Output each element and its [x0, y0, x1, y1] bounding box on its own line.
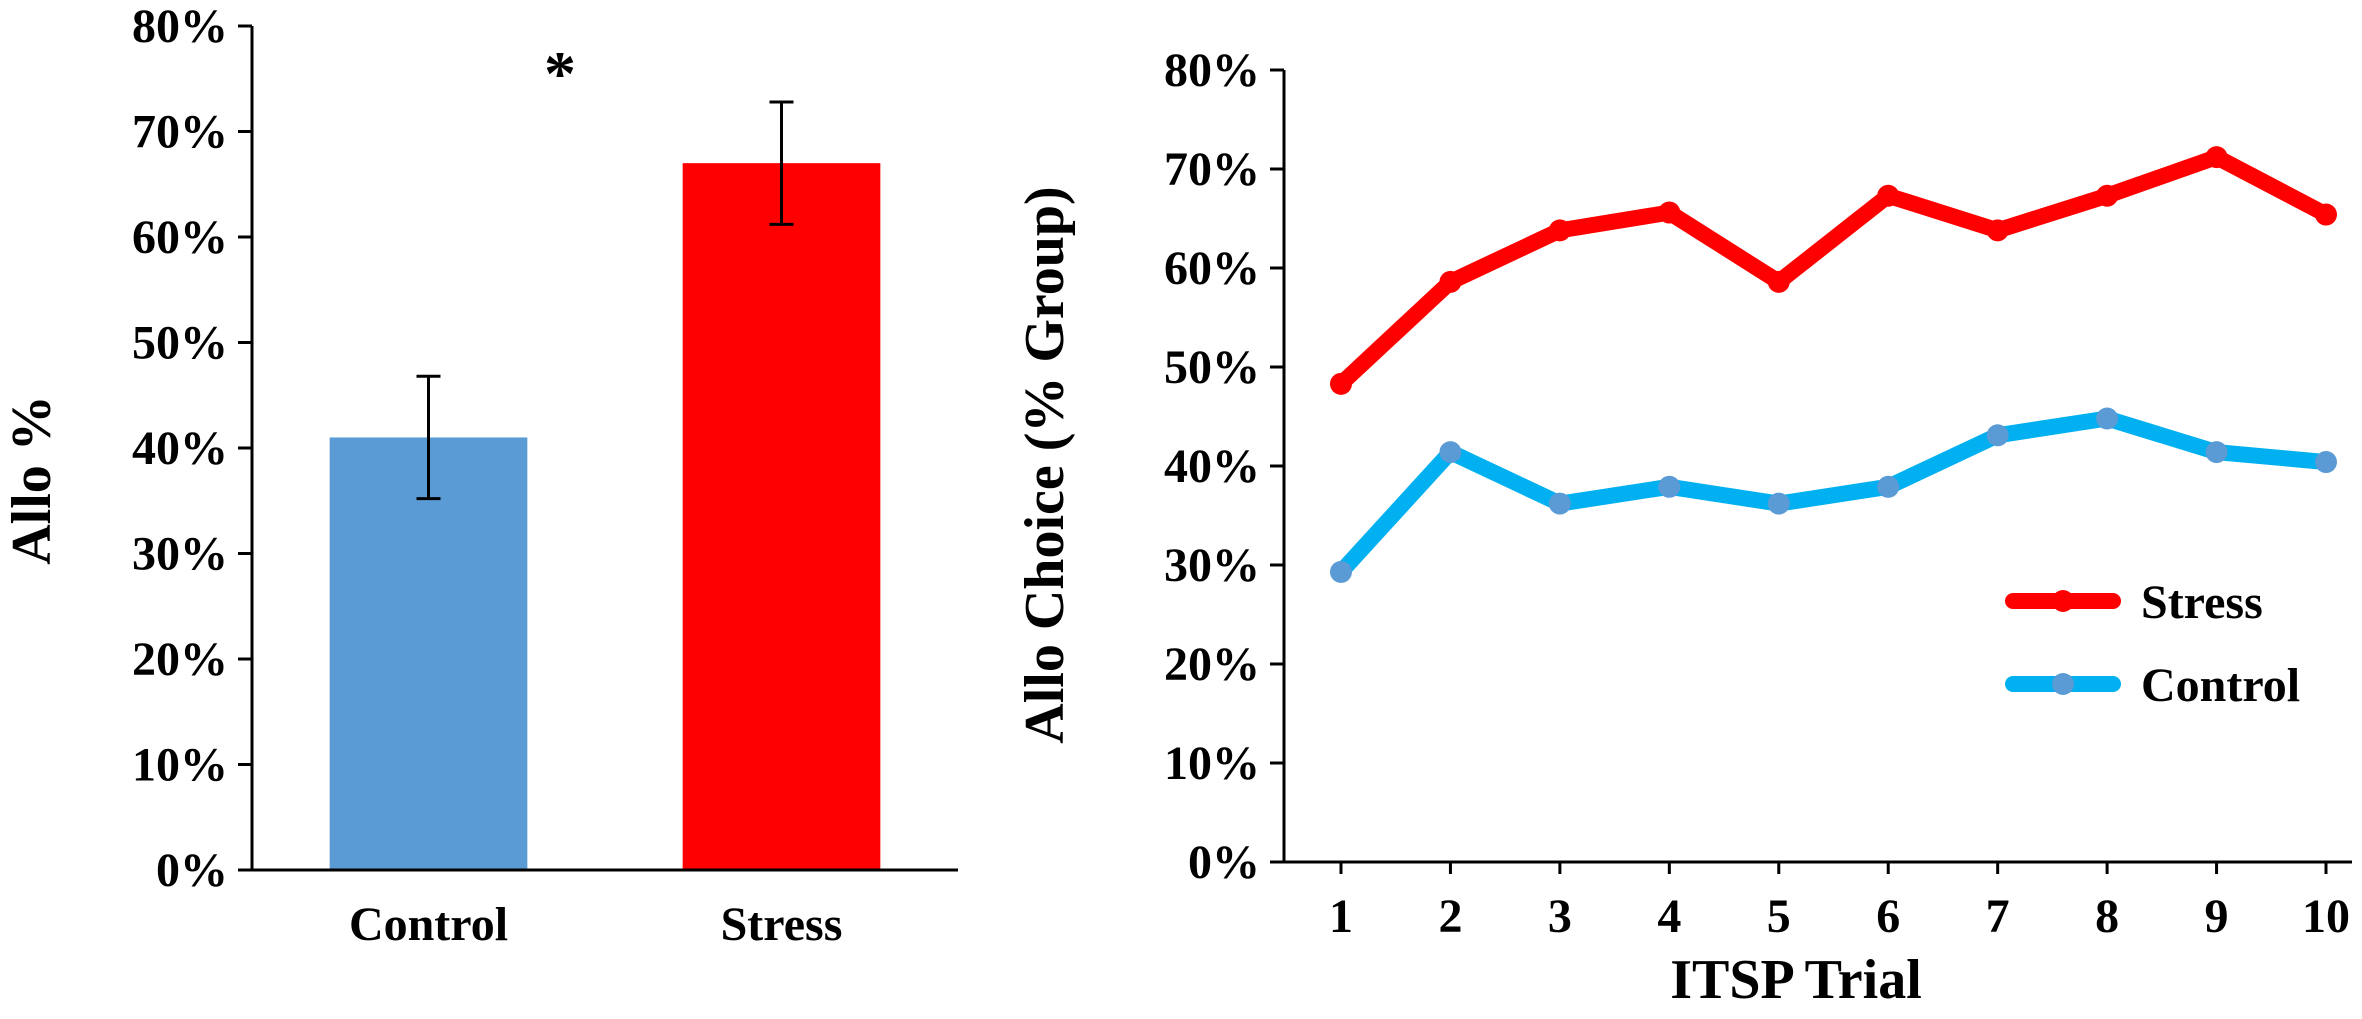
line-chart-x-ticks: 1 2 3 4 5 6 7 8 9 10 — [1329, 862, 2350, 943]
bar-chart-bars — [329, 100, 881, 870]
bar-stress — [682, 163, 881, 870]
legend-marker-stress — [2052, 590, 2074, 612]
bar-category-label: Control — [349, 898, 508, 951]
point-control — [1658, 475, 1681, 498]
line-y-tick-label: 50% — [1164, 341, 1260, 394]
line-x-tick-label: 10 — [2302, 890, 2350, 943]
point-stress — [2096, 184, 2119, 207]
point-control — [1330, 560, 1352, 583]
line-x-tick-label: 1 — [1329, 890, 1353, 943]
line-x-tick-label: 2 — [1438, 890, 1462, 943]
point-stress — [2205, 146, 2228, 169]
line-x-tick-label: 7 — [1986, 890, 2010, 943]
bar-y-tick-label: 10% — [132, 739, 228, 792]
point-control — [1548, 492, 1571, 515]
line-x-tick-label: 5 — [1767, 890, 1791, 943]
line-chart-ylabel: Allo Choice (% Group) — [1014, 186, 1076, 743]
point-stress — [1330, 372, 1352, 395]
point-stress — [1767, 270, 1790, 293]
line-chart-y-ticks: 0% 10% 20% 30% 40% 50% 60% 70% 80% — [1164, 44, 1284, 889]
point-stress — [1658, 201, 1681, 224]
bar-y-tick-label: 20% — [132, 633, 228, 686]
line-y-tick-label: 80% — [1164, 44, 1260, 97]
line-y-tick-label: 20% — [1164, 638, 1260, 691]
bar-category-label: Stress — [721, 898, 843, 951]
bar-chart-y-ticks: 0% 10% 20% 30% 40% 50% 60% 70% 80% — [132, 0, 252, 897]
bar-y-tick-label: 30% — [132, 528, 228, 581]
line-x-tick-label: 8 — [2095, 890, 2119, 943]
line-chart-legend: Stress Control — [2005, 576, 2300, 712]
line-x-tick-label: 9 — [2205, 890, 2229, 943]
line-y-tick-label: 0% — [1188, 836, 1260, 889]
legend-label-stress: Stress — [2141, 576, 2263, 629]
point-stress — [1548, 219, 1571, 242]
bar-chart-ylabel: Allo % — [1, 395, 63, 565]
line-chart-xlabel: ITSP Trial — [1670, 949, 1922, 1011]
line-x-tick-label: 3 — [1548, 890, 1572, 943]
series-line-stress — [1333, 149, 2334, 392]
bar-y-tick-label: 80% — [132, 0, 228, 53]
line-y-tick-label: 30% — [1164, 539, 1260, 592]
point-control — [2205, 441, 2228, 464]
bar-y-tick-label: 0% — [156, 844, 228, 897]
line-y-tick-label: 70% — [1164, 143, 1260, 196]
line-chart-series — [1330, 146, 2337, 583]
line-chart: Allo Choice (% Group) ITSP Trial 0%10%20… — [1014, 44, 2352, 1011]
legend-marker-control — [2052, 673, 2074, 695]
bar-chart: Allo % * 0% 10% 20% 30% 40% 50% 60% 70% 80% Cont… — [1, 0, 958, 951]
legend-label-control: Control — [2141, 659, 2300, 712]
series-line-control — [1333, 410, 2334, 580]
line-y-tick-label: 60% — [1164, 242, 1260, 295]
bar-y-tick-label: 40% — [132, 422, 228, 475]
bar-y-tick-label: 50% — [132, 317, 228, 370]
point-control — [2315, 451, 2337, 474]
point-stress — [1439, 270, 1462, 293]
point-control — [2096, 407, 2119, 430]
point-stress — [1986, 219, 2009, 242]
point-control — [1986, 424, 2009, 447]
point-stress — [1877, 184, 1900, 207]
line-x-tick-label: 4 — [1657, 890, 1681, 943]
bar-y-tick-label: 60% — [132, 211, 228, 264]
significance-asterisk: * — [544, 38, 576, 109]
line-y-tick-label: 40% — [1164, 440, 1260, 493]
bar-control — [329, 437, 528, 870]
point-stress — [2315, 203, 2337, 226]
bar-chart-categories: Control Stress — [349, 898, 842, 951]
point-control — [1439, 441, 1462, 464]
bar-y-tick-label: 70% — [132, 106, 228, 159]
line-y-tick-label: 10% — [1164, 737, 1260, 790]
line-x-tick-label: 6 — [1876, 890, 1900, 943]
point-control — [1767, 492, 1790, 515]
point-control — [1877, 475, 1900, 498]
